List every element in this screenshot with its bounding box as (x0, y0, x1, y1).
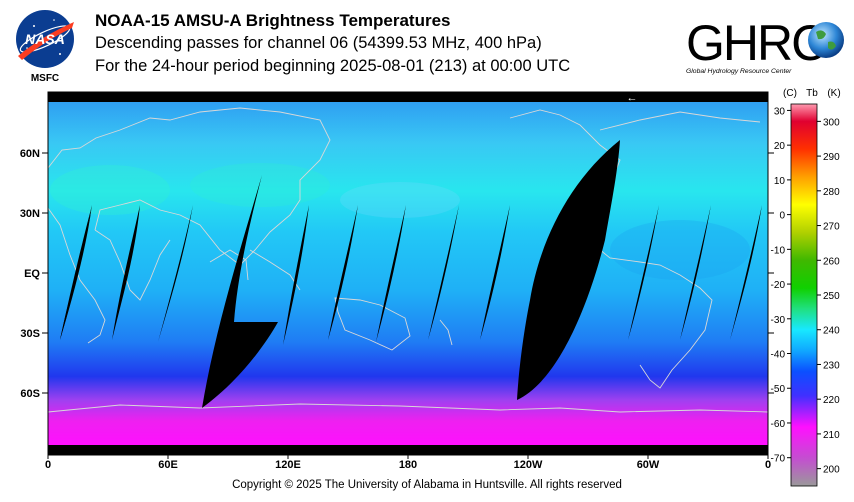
ghrc-logo: GHRC Global Hydrology Resource Center (686, 15, 844, 75)
celsius-label: -20 (771, 280, 786, 291)
lat-label: EQ (24, 268, 40, 280)
lon-label: 60E (158, 459, 178, 471)
ghrc-tagline: Global Hydrology Resource Center (686, 68, 792, 75)
msfc-label: MSFC (31, 73, 59, 84)
pass-direction-arrow: ← (627, 92, 638, 104)
colorbar (790, 103, 818, 487)
kelvin-label: 210 (823, 430, 840, 441)
lon-label: 0 (45, 459, 51, 471)
celsius-label: 20 (774, 141, 786, 152)
lat-label: 60S (20, 388, 40, 400)
lon-label: 120E (275, 459, 301, 471)
colorbar-kelvin-header: (K) (827, 88, 840, 99)
lat-label: 30N (20, 208, 40, 220)
kelvin-label: 270 (823, 222, 840, 233)
celsius-label: -70 (771, 454, 786, 465)
lat-label: 60N (20, 148, 40, 160)
globe-icon (808, 22, 844, 58)
ghrc-wordmark: GHRC (686, 15, 826, 71)
colorbar-celsius-header: (C) (783, 88, 797, 99)
lon-label: 0 (765, 459, 771, 471)
lon-label: 180 (399, 459, 417, 471)
title-block: NOAA-15 AMSU-A Brightness Temperatures D… (95, 10, 570, 78)
kelvin-label: 200 (823, 465, 840, 476)
celsius-label: 10 (774, 176, 786, 187)
copyright-notice: Copyright © 2025 The University of Alaba… (232, 479, 622, 491)
coastlines (48, 107, 768, 413)
celsius-label: 0 (779, 211, 785, 222)
missing-swaths (60, 140, 762, 408)
kelvin-label: 230 (823, 360, 840, 371)
kelvin-label: 240 (823, 326, 840, 337)
temperature-field (48, 102, 768, 445)
celsius-label: -50 (771, 384, 786, 395)
kelvin-label: 220 (823, 395, 840, 406)
kelvin-label: 260 (823, 256, 840, 267)
subtitle-period: For the 24-hour period beginning 2025-08… (95, 57, 571, 75)
lon-label: 120W (514, 459, 543, 471)
colorbar-tb-header: Tb (806, 88, 818, 99)
nasa-logo: NASA MSFC (16, 10, 74, 84)
celsius-label: -30 (771, 315, 786, 326)
missing-data-bottom-band (48, 445, 768, 455)
kelvin-label: 280 (823, 187, 840, 198)
kelvin-label: 300 (823, 117, 840, 128)
kelvin-label: 290 (823, 152, 840, 163)
celsius-label: -10 (771, 245, 786, 256)
celsius-label: -40 (771, 350, 786, 361)
celsius-label: -60 (771, 419, 786, 430)
nasa-wordmark: NASA (25, 31, 65, 47)
page-title: NOAA-15 AMSU-A Brightness Temperatures (95, 11, 451, 30)
celsius-label: 30 (774, 106, 786, 117)
kelvin-label: 250 (823, 291, 840, 302)
subtitle-channel: Descending passes for channel 06 (54399.… (95, 34, 542, 52)
lon-label: 60W (637, 459, 660, 471)
missing-data-top-band (48, 92, 768, 102)
lat-label: 30S (20, 328, 40, 340)
